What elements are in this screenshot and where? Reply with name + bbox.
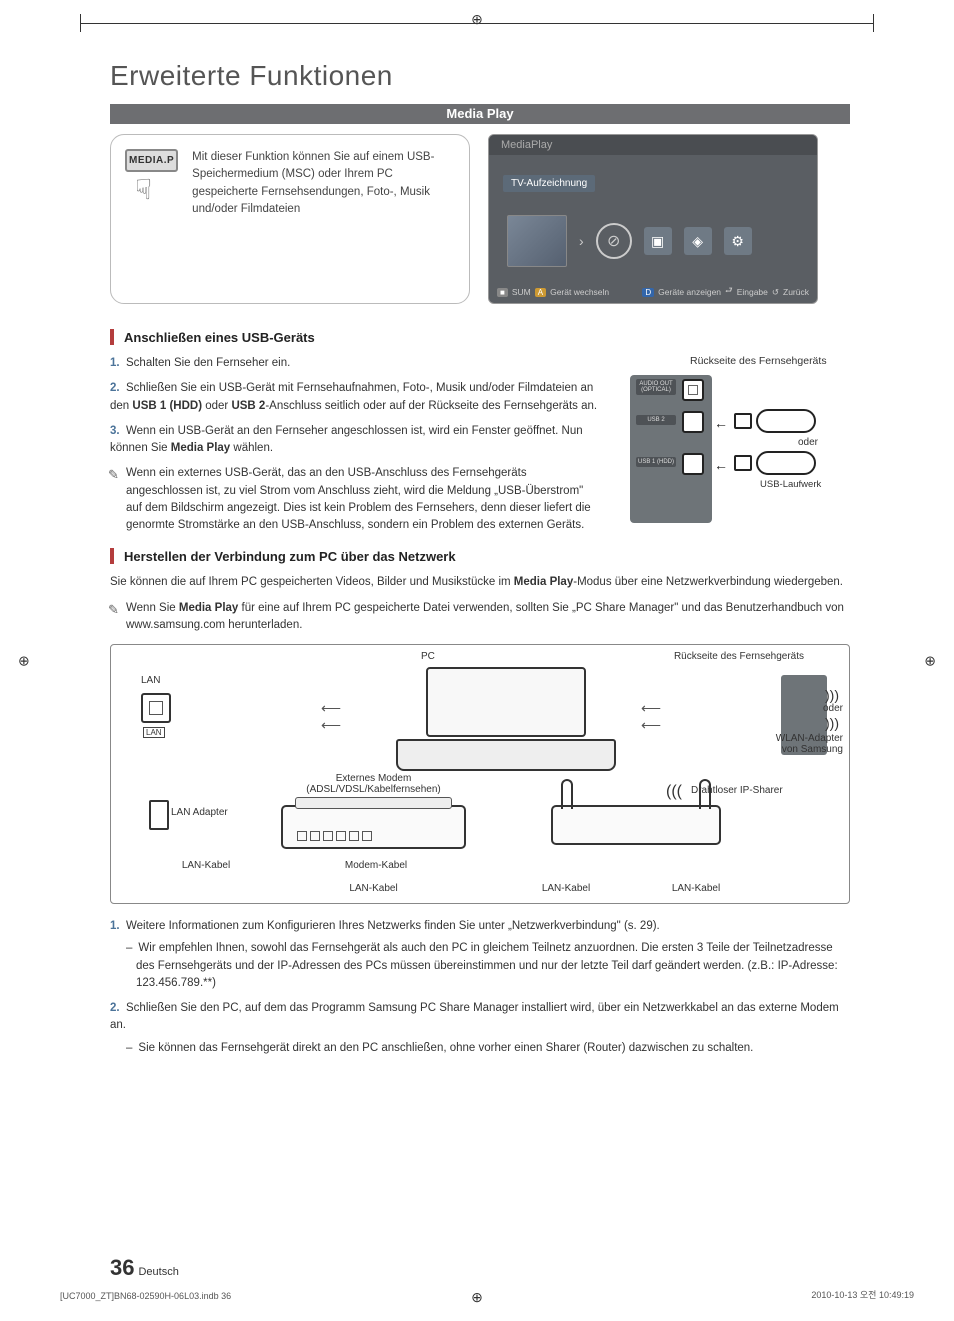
port-usb2: USB 2 bbox=[636, 415, 676, 425]
port-audio: AUDIO OUT (OPTICAL) bbox=[636, 379, 676, 395]
registration-mark-bottom: ⊕ bbox=[471, 1289, 483, 1306]
network-note: ✎ Wenn Sie Media Play für eine auf Ihrem… bbox=[110, 600, 850, 635]
remote-mediap-button: MEDIA.P bbox=[125, 149, 178, 172]
tv-e-label: Eingabe bbox=[737, 287, 768, 297]
port-optical-slot bbox=[682, 379, 704, 401]
usb-drive-2 bbox=[734, 451, 824, 475]
step-3: 3.Wenn ein USB-Gerät an den Fernseher an… bbox=[110, 423, 600, 458]
network-para1: Sie können die auf Ihrem PC gespeicherte… bbox=[110, 574, 850, 591]
registration-mark-left: ⊕ bbox=[18, 652, 30, 669]
tv-title: MediaPlay bbox=[489, 135, 817, 155]
step-1: 1.Schalten Sie den Fernseher ein. bbox=[110, 355, 600, 372]
modem-kabel: Modem-Kabel bbox=[331, 860, 421, 871]
modem-icon bbox=[281, 805, 466, 849]
usb-drive-1 bbox=[734, 409, 824, 433]
tv-r-label: Zurück bbox=[783, 287, 809, 297]
tv-back-panel-diagram: AUDIO OUT (OPTICAL) USB 2 USB 1 (HDD) ← … bbox=[630, 371, 840, 526]
tv-back-caption: Rückseite des Fernsehgeräts bbox=[690, 355, 850, 367]
note-icon-2: ✎ bbox=[108, 600, 119, 620]
wifi-icon-3: ((( bbox=[666, 783, 682, 801]
hand-icon: ☟ bbox=[135, 176, 178, 204]
chevron-right-icon: › bbox=[579, 233, 584, 249]
arrows-left-1: ⟵⟵ bbox=[321, 700, 343, 734]
port-usb1-slot bbox=[682, 453, 704, 475]
remote-intro-box: MEDIA.P ☟ Mit dieser Funktion können Sie… bbox=[110, 134, 470, 304]
wlan-label: WLAN-Adapter von Samsung bbox=[773, 733, 843, 755]
disc-icon: ⊘ bbox=[596, 223, 632, 259]
intro-text: Mit dieser Funktion können Sie auf einem… bbox=[192, 149, 455, 289]
tv-thumbnail bbox=[507, 215, 567, 267]
router-icon bbox=[551, 805, 721, 845]
port-usb1: USB 1 (HDD) bbox=[636, 457, 676, 467]
lan-port-icon bbox=[141, 693, 171, 723]
usb-power-note: ✎ Wenn ein externes USB-Gerät, das an de… bbox=[110, 465, 600, 534]
lan-adapter-label: LAN Adapter bbox=[171, 807, 228, 818]
lan-kabel-4: LAN-Kabel bbox=[651, 883, 741, 894]
page-title: Erweiterte Funktionen bbox=[110, 60, 850, 92]
network-diagram: LAN LAN PC ⟵⟵ ⟵⟵ Rückseite des Fernsehge… bbox=[110, 644, 850, 904]
footer-right: 2010-10-13 오전 10:49:19 bbox=[811, 1288, 914, 1301]
photo-icon: ▣ bbox=[644, 227, 672, 255]
oder-label: oder bbox=[798, 437, 818, 448]
port-usb2-slot bbox=[682, 411, 704, 433]
arrows-left-2: ⟵⟵ bbox=[641, 700, 663, 734]
film-icon: ◈ bbox=[684, 227, 712, 255]
laptop-icon bbox=[396, 667, 616, 777]
lan-adapter-icon bbox=[149, 800, 169, 830]
tv-tag: TV-Aufzeichnung bbox=[503, 175, 595, 192]
step-2: 2.Schließen Sie ein USB-Gerät mit Fernse… bbox=[110, 380, 600, 415]
wifi-icon-2: ))) bbox=[825, 715, 839, 731]
lan-kabel-1: LAN-Kabel bbox=[166, 860, 246, 871]
net-step-1: 1.Weitere Informationen zum Konfiguriere… bbox=[110, 918, 850, 992]
footer-left: [UC7000_ZT]BN68-02590H-06L03.indb 36 bbox=[60, 1291, 231, 1301]
section-bar-mediaplay: Media Play bbox=[110, 104, 850, 124]
usb-laufwerk-label: USB-Laufwerk bbox=[760, 479, 821, 490]
net-step-2-sub: Sie können das Fernsehgerät direkt an de… bbox=[136, 1040, 850, 1057]
net-step-2: 2.Schließen Sie den PC, auf dem das Prog… bbox=[110, 1000, 850, 1057]
modem-label: Externes Modem(ADSL/VDSL/Kabelfernsehen) bbox=[281, 773, 466, 795]
lan-tag: LAN bbox=[143, 727, 165, 738]
registration-mark-right: ⊕ bbox=[924, 652, 936, 669]
pc-label: PC bbox=[421, 651, 435, 662]
page-number: 36Deutsch bbox=[110, 1255, 179, 1281]
lan-label: LAN bbox=[141, 675, 160, 686]
arrow-left-icon: ← bbox=[714, 415, 728, 431]
lan-kabel-2: LAN-Kabel bbox=[281, 883, 466, 894]
section-usb-title: Anschließen eines USB-Geräts bbox=[124, 330, 315, 345]
wifi-icon: ))) bbox=[825, 687, 839, 703]
oder-label-2: oder bbox=[823, 703, 843, 714]
gear-icon: ⚙ bbox=[724, 227, 752, 255]
registration-mark: ⊕ bbox=[471, 11, 483, 28]
tv-d-label: Geräte anzeigen bbox=[658, 287, 721, 297]
net-step-1-sub: Wir empfehlen Ihnen, sowohl das Fernsehg… bbox=[136, 940, 850, 992]
tv-sum: SUM bbox=[512, 287, 531, 297]
back-label: Rückseite des Fernsehgeräts bbox=[669, 651, 809, 662]
note-icon: ✎ bbox=[108, 465, 119, 485]
tv-screenshot: MediaPlay TV-Aufzeichnung › ⊘ ▣ ◈ ⚙ ■SUM… bbox=[488, 134, 818, 304]
arrow-left-icon-2: ← bbox=[714, 457, 728, 473]
section-network-title: Herstellen der Verbindung zum PC über da… bbox=[124, 549, 456, 564]
tv-a-label: Gerät wechseln bbox=[550, 287, 609, 297]
lan-kabel-3: LAN-Kabel bbox=[521, 883, 611, 894]
